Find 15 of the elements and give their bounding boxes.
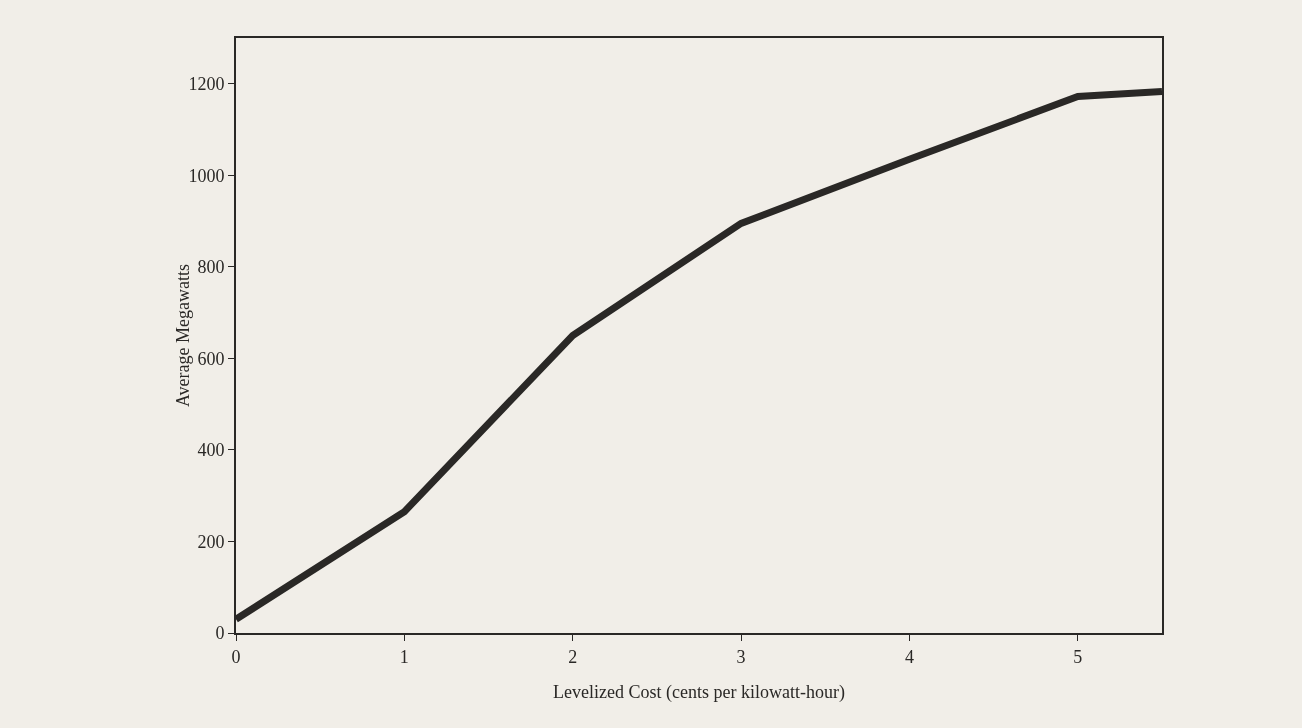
- y-tick-label: 0: [215, 623, 225, 644]
- y-tick-label: 400: [197, 440, 225, 461]
- x-tick-label: 0: [231, 646, 241, 667]
- x-tick-label: 5: [1073, 646, 1083, 667]
- y-tick-label: 800: [197, 257, 225, 278]
- x-tick-label: 4: [904, 646, 914, 667]
- x-tick-label: 1: [399, 646, 409, 667]
- x-axis-title: Levelized Cost (cents per kilowatt-hour): [553, 682, 845, 703]
- x-tick-label: 2: [568, 646, 578, 667]
- y-axis-title: Average Megawatts: [173, 263, 193, 408]
- y-tick-label: 1200: [188, 74, 225, 95]
- y-tick-label: 1000: [188, 165, 225, 186]
- x-tick-label: 3: [736, 646, 746, 667]
- y-tick-label: 600: [197, 348, 225, 369]
- y-tick-label: 200: [197, 531, 225, 552]
